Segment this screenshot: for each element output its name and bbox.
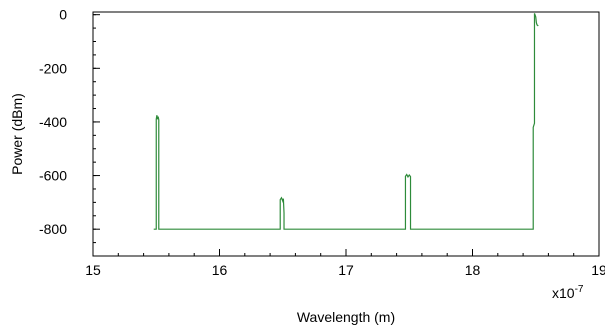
series-layer bbox=[153, 13, 539, 230]
x-multiplier-exponent: -7 bbox=[575, 284, 584, 295]
minor-ticks bbox=[92, 14, 600, 257]
x-tick-label: 19 bbox=[591, 262, 605, 278]
x-axis-title: Wavelength (m) bbox=[297, 309, 395, 325]
plot-frame bbox=[92, 11, 600, 257]
major-ticks bbox=[92, 14, 600, 256]
y-axis-title: Power (dBm) bbox=[9, 93, 25, 175]
y-tick-label: 0 bbox=[59, 7, 67, 23]
power-series-line bbox=[153, 13, 539, 230]
x-tick-label: 17 bbox=[338, 262, 354, 278]
y-tick-label: -600 bbox=[39, 168, 67, 184]
x-tick-label: 15 bbox=[85, 262, 101, 278]
y-tick-label: -800 bbox=[39, 221, 67, 237]
x-tick-label: 16 bbox=[212, 262, 228, 278]
x-tick-label: 18 bbox=[465, 262, 481, 278]
x-multiplier-base: x10 bbox=[552, 285, 575, 301]
x-axis-multiplier: x10-7 bbox=[552, 284, 584, 301]
y-tick-label: -400 bbox=[39, 114, 67, 130]
y-tick-label: -200 bbox=[39, 60, 67, 76]
tick-labels: 15 16 17 18 19 0 -200 -400 -600 -800 bbox=[39, 7, 605, 278]
